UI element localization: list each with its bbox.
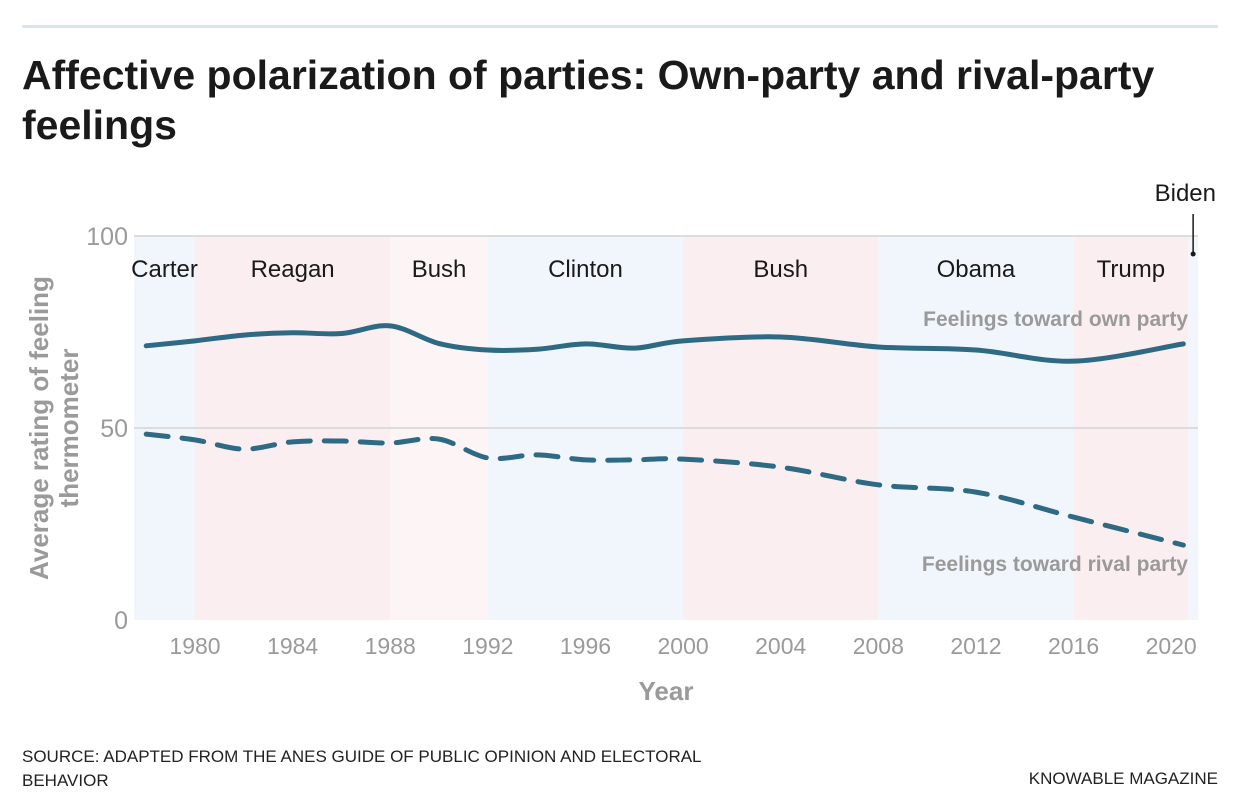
- x-tick-label: 1992: [462, 633, 513, 659]
- x-tick-label: 1996: [560, 633, 611, 659]
- series-label: Feelings toward rival party: [922, 553, 1188, 576]
- president-label: Reagan: [251, 256, 335, 283]
- y-tick-label: 100: [86, 223, 128, 251]
- president-label: Bush: [753, 256, 808, 283]
- credit: KNOWABLE MAGAZINE: [1028, 769, 1218, 788]
- y-tick-label: 50: [100, 415, 128, 443]
- chart-title: Affective polarization of parties: Own-p…: [22, 52, 1155, 148]
- own-party-line: [143, 323, 1186, 364]
- x-tick-label: 2008: [853, 633, 904, 659]
- x-tick-label: 1980: [169, 633, 220, 659]
- rival-party-line: [143, 431, 1186, 548]
- y-tick-label: 0: [114, 607, 128, 635]
- x-tick-label: 2012: [950, 633, 1001, 659]
- top-rule: [22, 25, 1218, 28]
- x-tick-label: 1984: [267, 633, 318, 659]
- series-label: Feelings toward own party: [923, 308, 1188, 331]
- x-tick-label: 2004: [755, 633, 806, 659]
- source-note: SOURCE: ADAPTED FROM THE ANES GUIDE OF P…: [22, 747, 701, 790]
- x-tick-label: 1988: [365, 633, 416, 659]
- president-label: Obama: [937, 256, 1016, 283]
- biden-leader-dot: [1190, 251, 1196, 257]
- president-label: Bush: [412, 256, 467, 283]
- x-tick-label: 2020: [1146, 633, 1197, 659]
- x-axis-label: Year: [639, 676, 694, 706]
- president-label: Carter: [131, 256, 198, 283]
- y-axis-label: Average rating of feelingthermometer: [24, 276, 84, 580]
- president-label: Clinton: [548, 256, 623, 283]
- x-tick-label: 2000: [657, 633, 708, 659]
- president-label: Trump: [1097, 256, 1165, 283]
- x-tick-label: 2016: [1048, 633, 1099, 659]
- president-label: Biden: [1155, 180, 1216, 207]
